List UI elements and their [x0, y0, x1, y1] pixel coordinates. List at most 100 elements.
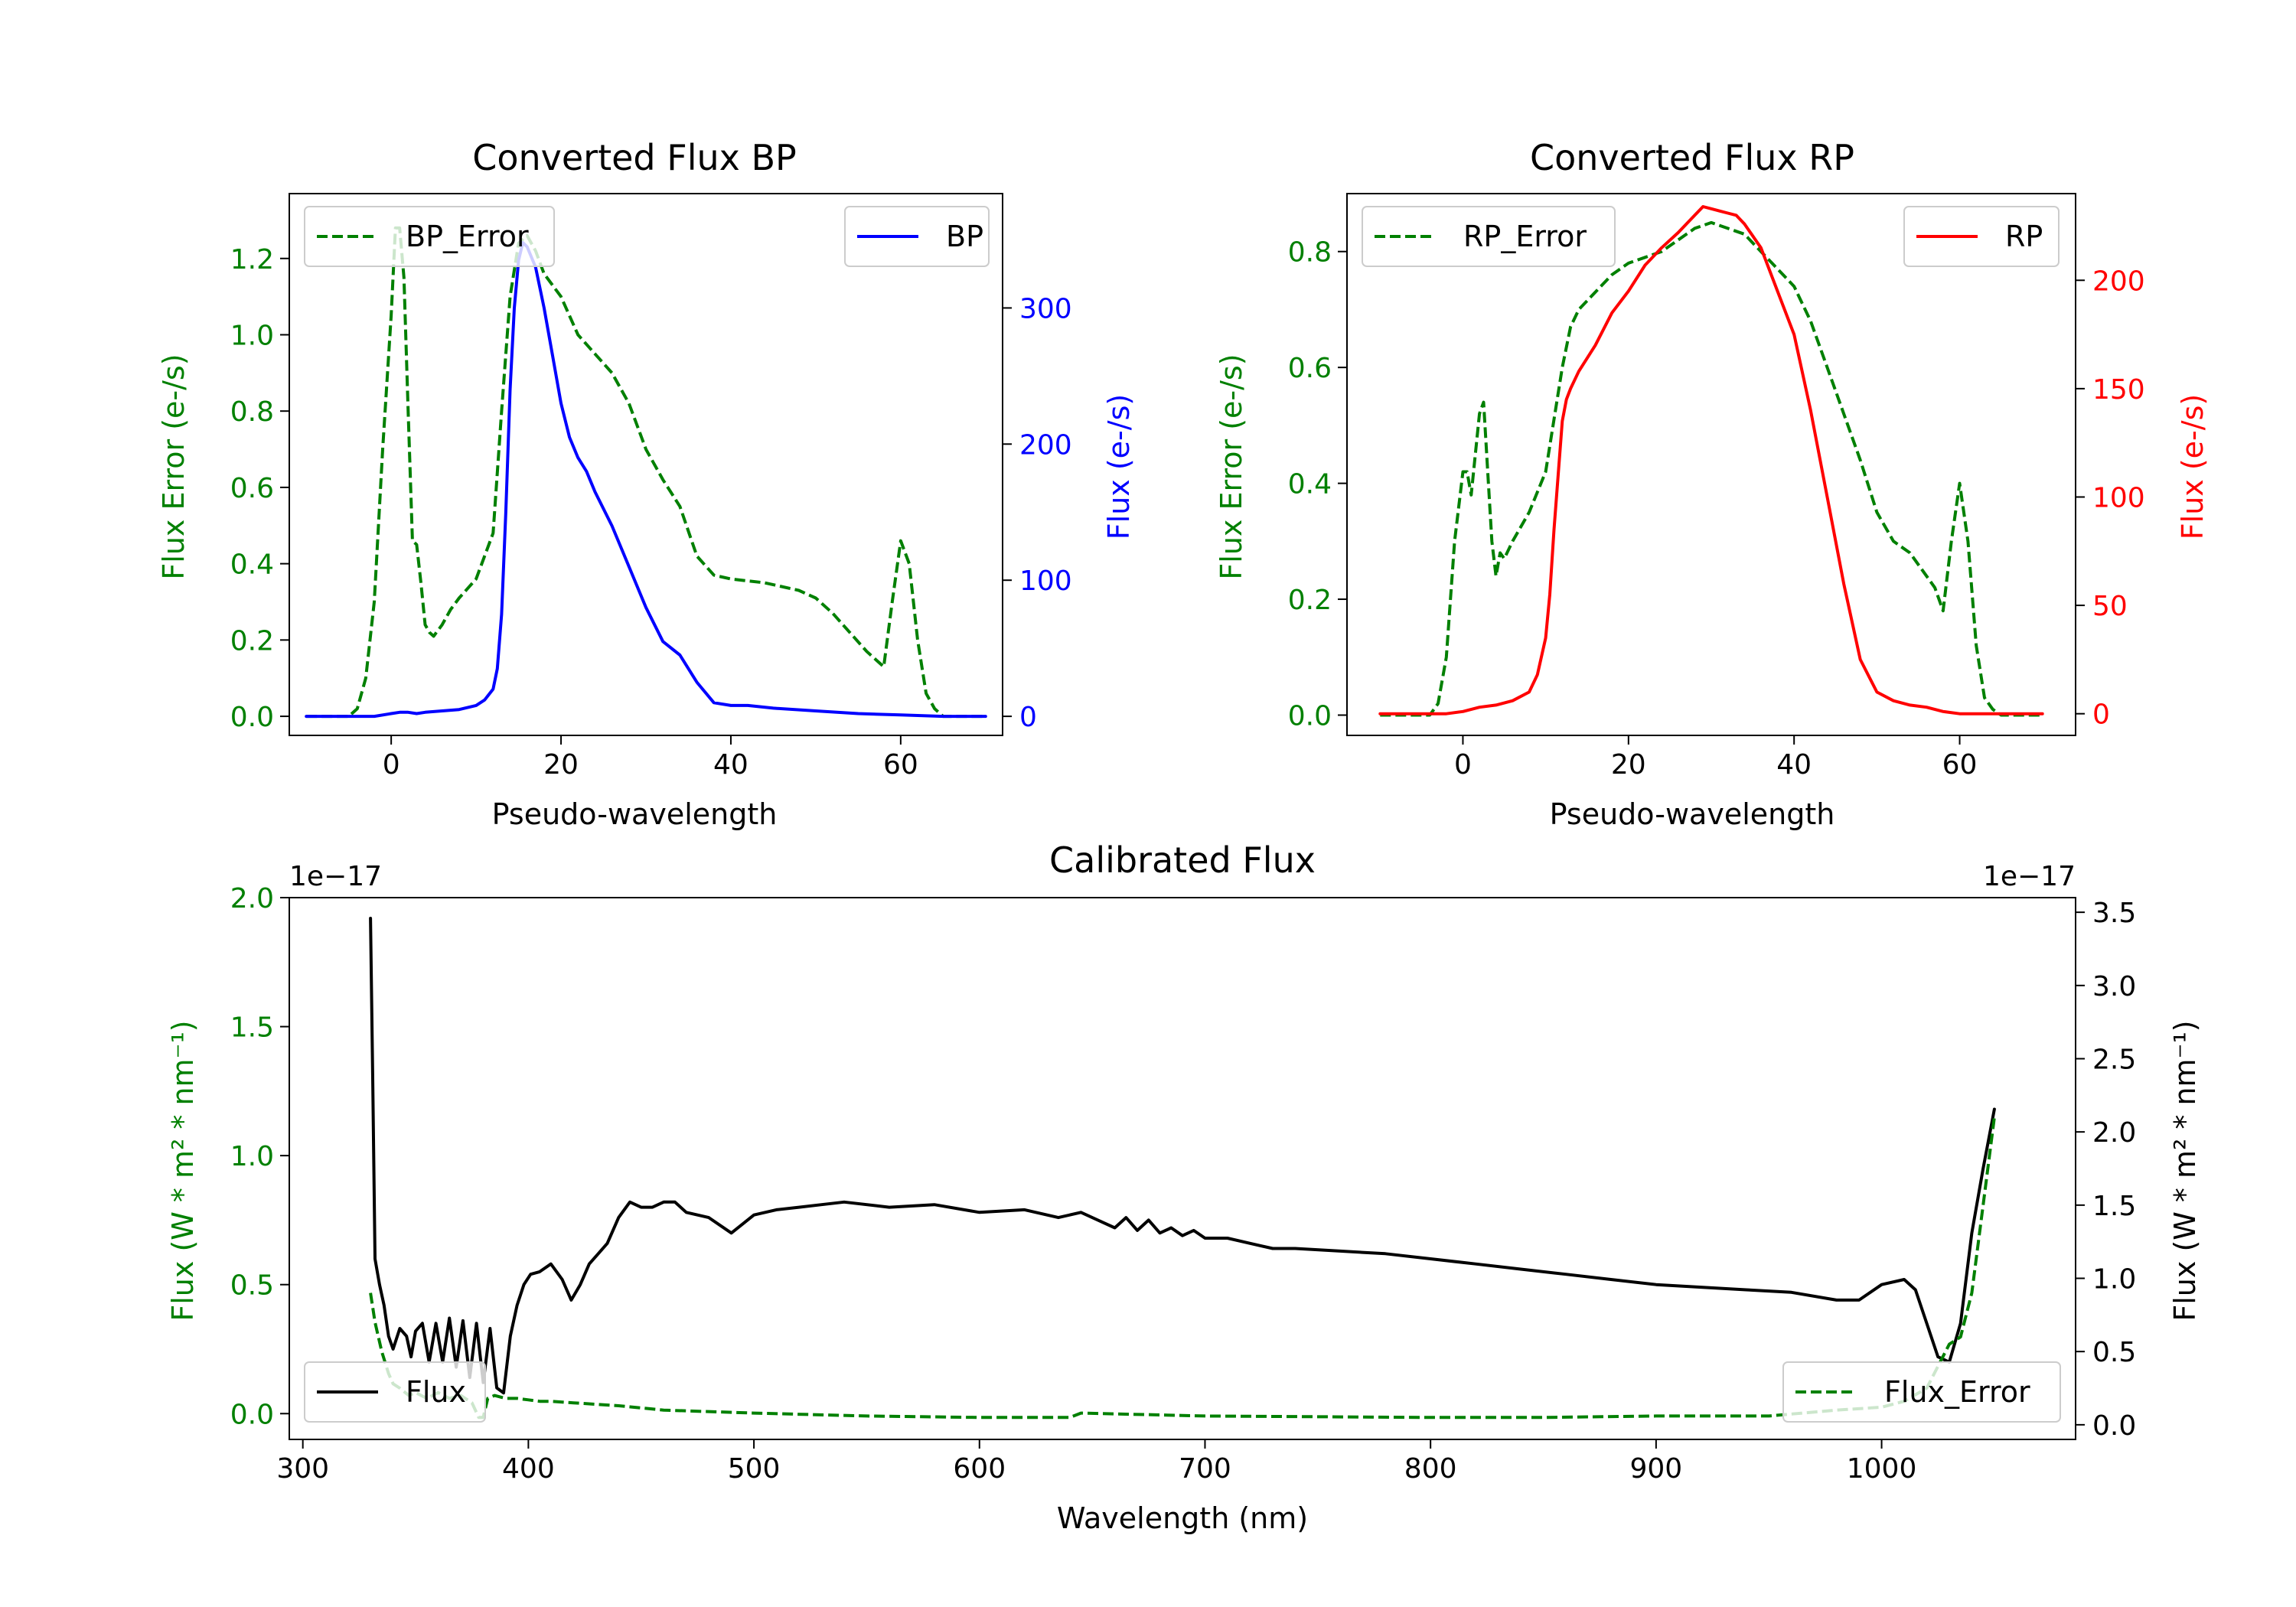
x-tick-label: 300 — [276, 1453, 329, 1485]
offset-label-left: 1e−17 — [289, 861, 382, 892]
y-tick-label-right: 3.0 — [2092, 971, 2136, 1002]
y-tick-label-right: 150 — [2092, 374, 2145, 406]
x-tick-label: 500 — [728, 1453, 781, 1485]
legend-label-rp-error: RP_Error — [1463, 220, 1587, 253]
x-tick-label: 1000 — [1847, 1453, 1917, 1485]
y-tick-label-right: 1.5 — [2092, 1191, 2136, 1222]
y-tick-label-right: 3.5 — [2092, 898, 2136, 929]
x-tick-label: 0 — [1454, 749, 1472, 781]
legend-box — [1362, 206, 1616, 267]
y-tick-label-left: 0.6 — [230, 473, 274, 504]
legend-box — [304, 206, 555, 267]
y-axis-label-left: Flux Error (e-/s) — [1215, 354, 1248, 579]
y-tick-label-right: 100 — [2092, 482, 2145, 513]
y-tick-label-left: 1.0 — [230, 1141, 274, 1172]
x-tick-label: 40 — [1776, 749, 1812, 781]
axes-frame — [1346, 193, 2076, 736]
y-axis-label-left: Flux (W * m² * nm⁻¹) — [166, 1020, 200, 1321]
legend-right: Flux_Error — [1782, 1361, 2061, 1423]
y-tick-label-left: 2.0 — [230, 883, 274, 914]
y-tick-label-left: 1.0 — [230, 320, 274, 351]
y-tick-label-left: 0.8 — [230, 396, 274, 428]
legend-label-bp-error: BP_Error — [406, 220, 529, 253]
y-axis-label-right: Flux (W * m² * nm⁻¹) — [2168, 1020, 2202, 1321]
chart-title: Converted Flux RP — [1530, 137, 1854, 178]
series-line-flux-error — [369, 1116, 1996, 1420]
legend-label-bp: BP — [946, 220, 983, 253]
series-line-rp — [1378, 205, 2044, 715]
y-tick-label-left: 0.4 — [1288, 469, 1332, 500]
y-axis-label-left: Flux Error (e-/s) — [157, 354, 191, 579]
y-tick-label-right: 100 — [1019, 566, 1072, 597]
series-line-bp — [305, 241, 987, 719]
y-tick-label-right: 0.5 — [2092, 1337, 2136, 1368]
y-tick-label-right: 1.0 — [2092, 1264, 2136, 1296]
series-line-flux — [369, 917, 1996, 1395]
y-tick-label-left: 0.4 — [230, 549, 274, 581]
y-tick-label-right: 300 — [1019, 293, 1072, 324]
plot-lines — [369, 917, 1996, 1420]
y-tick-label-left: 0.0 — [230, 702, 274, 733]
legend-right: BP — [844, 206, 990, 267]
legend-left: BP_Error — [304, 206, 555, 267]
chart-title: Calibrated Flux — [1049, 839, 1316, 881]
series-line-rp-error — [1380, 220, 2043, 717]
y-tick-label-right: 0.0 — [2092, 1410, 2136, 1442]
y-axis-label-right: Flux (e-/s) — [1102, 394, 1136, 539]
x-tick-label: 40 — [713, 749, 748, 781]
panel-converted-flux-bp: Converted Flux BP Pseudo-wavelength Flux… — [157, 137, 1136, 831]
legend-box — [1782, 1361, 2061, 1423]
legend-left: RP_Error — [1362, 206, 1616, 267]
y-tick-label-right: 50 — [2092, 591, 2128, 622]
y-tick-label-right: 2.5 — [2092, 1044, 2136, 1075]
legend-label-rp: RP — [2005, 220, 2043, 253]
y-tick-label-right: 0 — [2092, 699, 2110, 731]
x-axis-label: Pseudo-wavelength — [1550, 797, 1835, 831]
axis-ticks: 300 400 500 600 700 800 900 1000 0.0 0.5 1.0 1.5 2.0… — [230, 883, 2137, 1485]
legend-left: Flux — [304, 1361, 486, 1423]
y-tick-label-left: 0.5 — [230, 1270, 274, 1302]
x-tick-label: 400 — [502, 1453, 555, 1485]
offset-label-right: 1e−17 — [1983, 861, 2076, 892]
legend-box — [1903, 206, 2060, 267]
x-tick-label: 700 — [1179, 1453, 1231, 1485]
y-tick-label-right: 200 — [2092, 266, 2145, 297]
x-axis-label: Pseudo-wavelength — [492, 797, 778, 831]
y-tick-label-right: 200 — [1019, 429, 1072, 461]
x-tick-label: 60 — [1942, 749, 1978, 781]
y-tick-label-left: 0.2 — [230, 625, 274, 657]
x-tick-label: 900 — [1630, 1453, 1683, 1485]
x-axis-label: Wavelength (nm) — [1057, 1501, 1308, 1535]
axes-frame — [289, 193, 1003, 736]
x-tick-label: 20 — [543, 749, 579, 781]
axis-ticks: 0 20 40 60 0.0 0.2 0.4 0.6 0.8 0 50 100 150 200 — [1288, 237, 2145, 781]
y-tick-label-left: 0.6 — [1288, 353, 1332, 384]
axes-frame — [289, 897, 2076, 1440]
y-tick-label-right: 0 — [1019, 702, 1037, 733]
plot-lines — [305, 226, 987, 719]
panel-calibrated-flux: Calibrated Flux Wavelength (nm) Flux (W … — [166, 839, 2202, 1535]
y-axis-label-right: Flux (e-/s) — [2176, 394, 2210, 539]
y-tick-label-left: 0.2 — [1288, 585, 1332, 616]
y-tick-label-right: 2.0 — [2092, 1117, 2136, 1149]
chart-title: Converted Flux BP — [472, 137, 797, 178]
y-tick-label-left: 0.0 — [230, 1399, 274, 1430]
panel-converted-flux-rp: Converted Flux RP Pseudo-wavelength Flux… — [1215, 137, 2210, 831]
legend-right: RP — [1903, 206, 2060, 267]
y-tick-label-left: 1.5 — [230, 1012, 274, 1044]
y-tick-label-left: 1.2 — [230, 244, 274, 275]
axis-ticks: 0 20 40 60 0.0 0.2 0.4 0.6 0.8 1.0 1.2 0 100 200 300 — [230, 244, 1072, 781]
series-line-bp-error — [306, 226, 986, 719]
y-tick-label-left: 0.0 — [1288, 700, 1332, 732]
legend-label-flux: Flux — [406, 1375, 466, 1409]
legend-box — [304, 1361, 486, 1423]
x-tick-label: 600 — [953, 1453, 1006, 1485]
y-tick-label-left: 0.8 — [1288, 237, 1332, 269]
x-tick-label: 800 — [1404, 1453, 1457, 1485]
legend-label-flux-error: Flux_Error — [1884, 1375, 2030, 1409]
x-tick-label: 60 — [883, 749, 918, 781]
plot-lines — [1378, 205, 2044, 717]
x-tick-label: 0 — [383, 749, 400, 781]
x-tick-label: 20 — [1611, 749, 1646, 781]
